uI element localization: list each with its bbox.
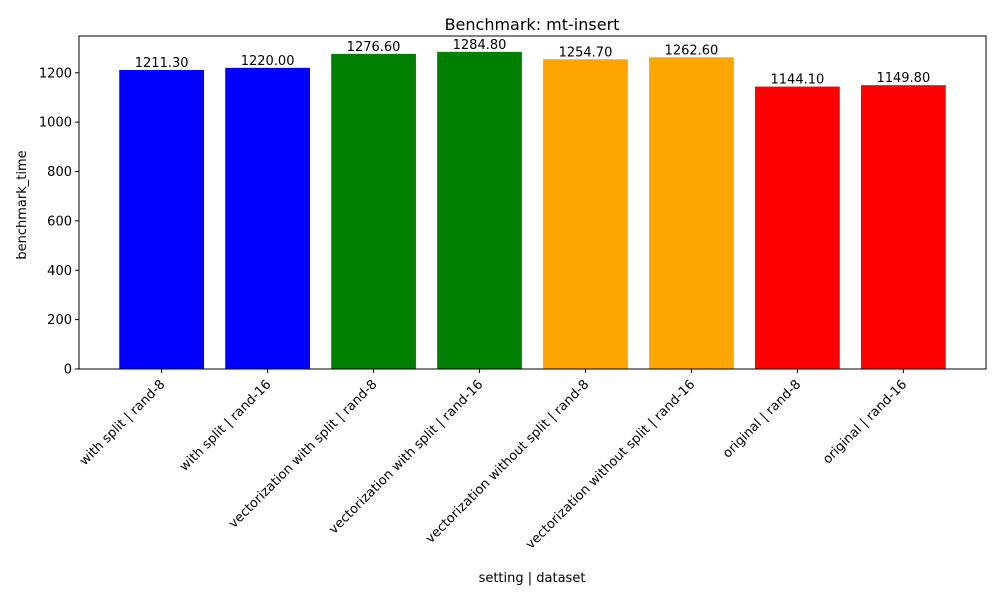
bar: [543, 59, 628, 370]
bar-value-label: 1262.60: [665, 43, 719, 58]
y-tick-label: 600: [47, 214, 72, 229]
y-tick-label: 0: [64, 363, 72, 378]
bar-value-label: 1284.80: [453, 38, 507, 53]
y-tick-label: 1000: [39, 116, 72, 131]
y-tick-label: 400: [47, 264, 72, 279]
y-tick-label: 200: [47, 313, 72, 328]
bar: [331, 53, 416, 369]
bar: [119, 69, 205, 369]
bar: [755, 86, 840, 369]
chart-title: Benchmark: mt-insert: [445, 15, 620, 34]
axes-frame: [78, 35, 987, 370]
bar: [649, 57, 734, 370]
bar-value-label: 1276.60: [347, 40, 401, 55]
bar: [860, 85, 946, 369]
y-tick-label: 800: [47, 165, 72, 180]
bar: [437, 51, 522, 369]
bar-value-label: 1149.80: [876, 71, 930, 86]
bar-value-label: 1254.70: [559, 45, 613, 60]
y-axis-title: benchmark_time: [15, 150, 30, 259]
y-tick-label: 1200: [39, 66, 72, 81]
bar-value-label: 1220.00: [241, 54, 295, 69]
bar: [225, 67, 310, 369]
x-axis-title: setting | dataset: [479, 571, 586, 586]
bar-value-label: 1144.10: [771, 73, 825, 88]
bar-value-label: 1211.30: [135, 56, 189, 71]
